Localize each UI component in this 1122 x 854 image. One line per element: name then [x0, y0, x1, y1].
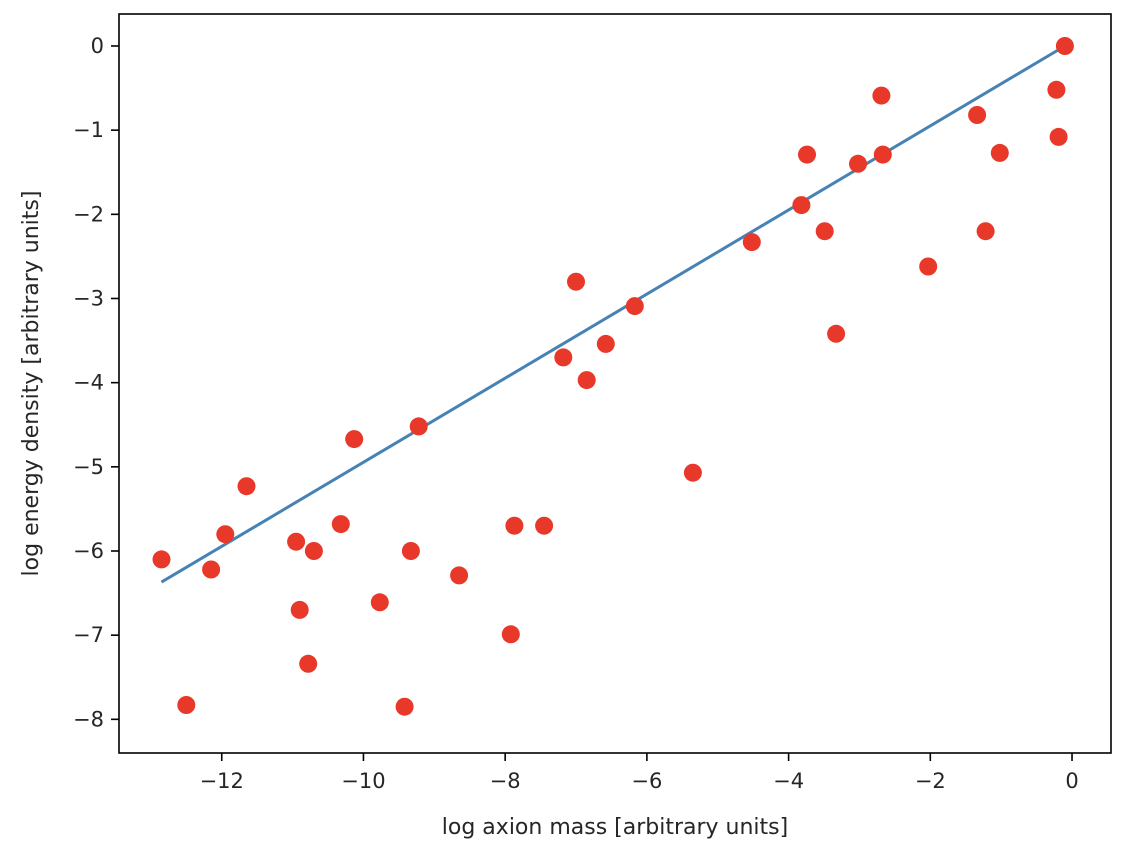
data-point	[976, 222, 995, 241]
data-point	[299, 654, 318, 673]
data-point	[202, 560, 221, 579]
data-point	[872, 86, 891, 105]
data-point	[401, 542, 420, 560]
y-tick-label: −6	[73, 539, 104, 563]
data-point	[873, 145, 892, 164]
plot-frame	[118, 13, 1112, 754]
y-tick-label: −8	[73, 707, 104, 731]
data-point	[177, 696, 196, 714]
x-tick-label: −10	[341, 769, 385, 793]
data-point	[152, 550, 171, 569]
data-point	[331, 515, 350, 534]
data-point	[237, 477, 256, 496]
data-point	[968, 106, 987, 124]
data-point	[395, 697, 414, 716]
data-point	[290, 600, 309, 619]
data-point	[1055, 37, 1074, 55]
x-tick-label: −8	[490, 769, 521, 793]
x-axis-label: log axion mass [arbitrary units]	[442, 815, 788, 840]
data-point	[505, 516, 524, 535]
x-tick-label: −2	[915, 769, 946, 793]
data-point	[501, 625, 520, 644]
axis-ticks: −12 −10 −8 −6 −4 −2 0 0 −1 −2 −3 −4 −5 −6 −7 −8	[73, 34, 1079, 793]
data-point	[304, 542, 323, 560]
data-point	[216, 525, 235, 544]
data-point	[1047, 80, 1066, 99]
y-tick-label: −3	[73, 286, 104, 310]
data-point	[683, 463, 702, 482]
y-tick-label: −2	[73, 202, 104, 226]
data-point	[798, 145, 816, 164]
data-point	[567, 272, 585, 291]
data-point	[287, 532, 306, 551]
data-point	[554, 348, 573, 367]
data-point	[409, 417, 428, 436]
data-point	[625, 297, 644, 316]
y-tick-label: −4	[73, 371, 104, 395]
x-tick-label: −12	[200, 769, 244, 793]
y-tick-label: −5	[73, 455, 104, 479]
data-point	[827, 324, 846, 343]
data-point	[742, 233, 761, 252]
plot-marks	[152, 37, 1074, 716]
data-point	[596, 334, 615, 353]
data-point	[370, 593, 389, 612]
data-point	[990, 143, 1009, 162]
data-point	[919, 257, 938, 276]
data-point	[849, 154, 867, 173]
x-tick-label: 0	[1065, 769, 1078, 793]
data-point	[815, 222, 834, 241]
x-tick-label: −6	[631, 769, 662, 793]
x-tick-label: −4	[773, 769, 804, 793]
y-tick-label: 0	[91, 34, 104, 58]
data-point	[535, 516, 554, 535]
fit-line	[160, 44, 1066, 584]
data-point	[1049, 127, 1068, 146]
data-point	[345, 430, 364, 449]
data-point	[450, 566, 469, 585]
y-tick-label: −1	[73, 118, 104, 142]
y-tick-label: −7	[73, 623, 104, 647]
data-point	[792, 196, 811, 215]
y-axis-label: log energy density [arbitrary units]	[19, 191, 44, 577]
data-point	[577, 371, 596, 390]
